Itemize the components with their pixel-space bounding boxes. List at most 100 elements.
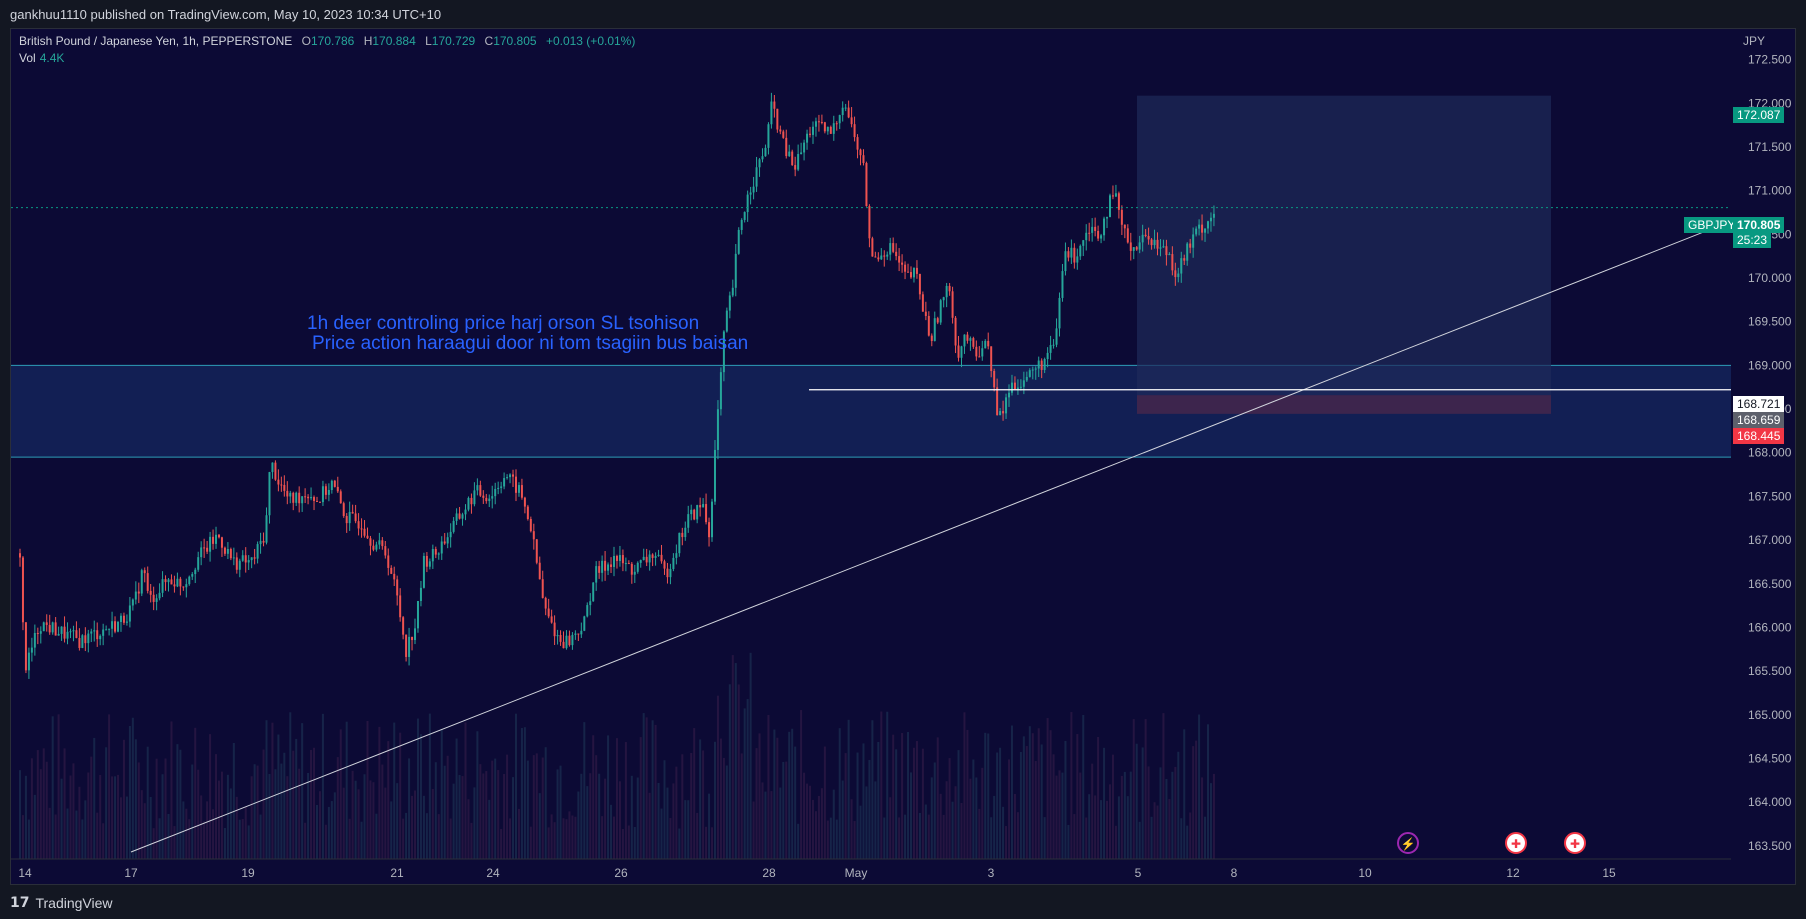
uk-flag-icon[interactable]: ✚	[1505, 832, 1527, 854]
volume-bar	[295, 738, 298, 859]
candle-body	[1100, 235, 1103, 239]
candle-body	[69, 631, 72, 633]
volume-bar	[1097, 736, 1100, 859]
candle-body	[948, 285, 951, 292]
candle-body	[681, 532, 684, 538]
volume-bar	[330, 801, 333, 859]
candle-body	[892, 243, 895, 252]
candle-body	[981, 348, 984, 357]
candle-body	[702, 504, 705, 508]
volume-bar	[1022, 736, 1025, 859]
candle-body	[316, 500, 318, 502]
volume-bar	[1135, 743, 1138, 859]
volume-bar	[164, 758, 167, 859]
volume-bar	[987, 733, 990, 859]
chart-canvas[interactable]: 172.500172.000171.500171.000170.500170.0…	[11, 29, 1796, 885]
volume-bar	[1117, 796, 1120, 859]
volume-bar	[1186, 825, 1189, 859]
volume-bar	[927, 814, 930, 859]
candle-body	[987, 340, 990, 347]
candle-body	[776, 108, 779, 130]
volume-bar	[313, 747, 316, 859]
candle-body	[54, 622, 57, 636]
annotation-line-1[interactable]: 1h deer controling price harj orson SL t…	[307, 313, 700, 334]
symbol-title[interactable]: British Pound / Japanese Yen, 1h, PEPPER…	[19, 34, 293, 48]
candle-body	[577, 633, 580, 635]
candle-body	[954, 317, 957, 346]
volume-bar	[1177, 751, 1180, 859]
candle-body	[1209, 217, 1212, 222]
candle-body	[734, 253, 737, 288]
volume-bar	[1159, 767, 1162, 859]
volume-bar	[235, 796, 238, 859]
candle-body	[173, 584, 176, 587]
volume-bar	[1082, 714, 1085, 859]
volume-bar	[1094, 795, 1097, 859]
volume-bar	[51, 716, 54, 859]
volume-bar	[348, 818, 351, 859]
candle-body	[345, 515, 348, 524]
candle-body	[491, 496, 494, 499]
candle-body	[405, 634, 408, 657]
volume-bar	[1049, 730, 1052, 859]
volume-bar	[33, 794, 36, 859]
volume-bar	[850, 799, 853, 859]
candle-body	[660, 554, 663, 562]
volume-bar	[586, 786, 589, 859]
candle-body	[915, 267, 918, 274]
volume-bar	[571, 815, 574, 859]
candle-body	[523, 497, 526, 507]
price-tick: 165.000	[1748, 708, 1792, 722]
volume-bar	[108, 714, 111, 859]
volume-bar	[758, 733, 761, 859]
lightning-icon[interactable]: ⚡	[1397, 832, 1419, 854]
volume-bar	[30, 758, 33, 859]
candle-body	[562, 641, 565, 649]
candle-body	[550, 616, 553, 623]
candle-body	[621, 555, 624, 564]
candle-body	[930, 335, 933, 341]
volume-bar	[360, 821, 363, 859]
volume-bar	[684, 800, 687, 859]
chart-pane[interactable]: 172.500172.000171.500171.000170.500170.0…	[10, 28, 1796, 885]
candle-body	[185, 584, 188, 588]
candle-body	[482, 495, 485, 498]
candle-body	[313, 497, 316, 501]
candle-body	[526, 506, 529, 519]
volume-bar	[1002, 806, 1005, 859]
annotation-line-2[interactable]: Price action haraagui door ni tom tsagii…	[312, 333, 749, 354]
candle-body	[791, 151, 794, 166]
volume-bar	[1126, 796, 1129, 859]
candle-body	[1049, 345, 1052, 353]
volume-bar	[226, 774, 229, 859]
volume-bar	[1025, 746, 1028, 859]
candle-body	[440, 541, 443, 554]
volume-label[interactable]: Vol	[19, 51, 36, 65]
candle-body	[841, 107, 844, 116]
volume-bar	[550, 814, 553, 859]
candle-body	[259, 540, 262, 545]
candle-body	[42, 622, 45, 632]
candle-body	[933, 318, 936, 341]
candle-body	[1168, 254, 1171, 256]
volume-bar	[1088, 794, 1091, 859]
candle-body	[520, 485, 523, 498]
published-info: gankhuu1110 published on TradingView.com…	[10, 7, 442, 22]
volume-bar	[1123, 771, 1126, 859]
candle-body	[767, 124, 770, 148]
uk-flag-icon[interactable]: ✚	[1564, 832, 1586, 854]
candle-body	[613, 555, 615, 567]
volume-bar	[681, 754, 684, 859]
volume-bar	[375, 813, 378, 859]
volume-bar	[390, 801, 393, 859]
candle-body	[333, 480, 336, 487]
candle-body	[630, 563, 633, 575]
candle-body	[624, 563, 627, 565]
volume-bar	[212, 809, 215, 859]
candle-body	[749, 192, 752, 195]
candle-body	[422, 555, 425, 588]
price-tick: 163.500	[1748, 839, 1792, 853]
tradingview-logo[interactable]: 17 TradingView	[10, 895, 113, 911]
volume-bar	[693, 728, 696, 859]
candle-body	[601, 560, 604, 573]
